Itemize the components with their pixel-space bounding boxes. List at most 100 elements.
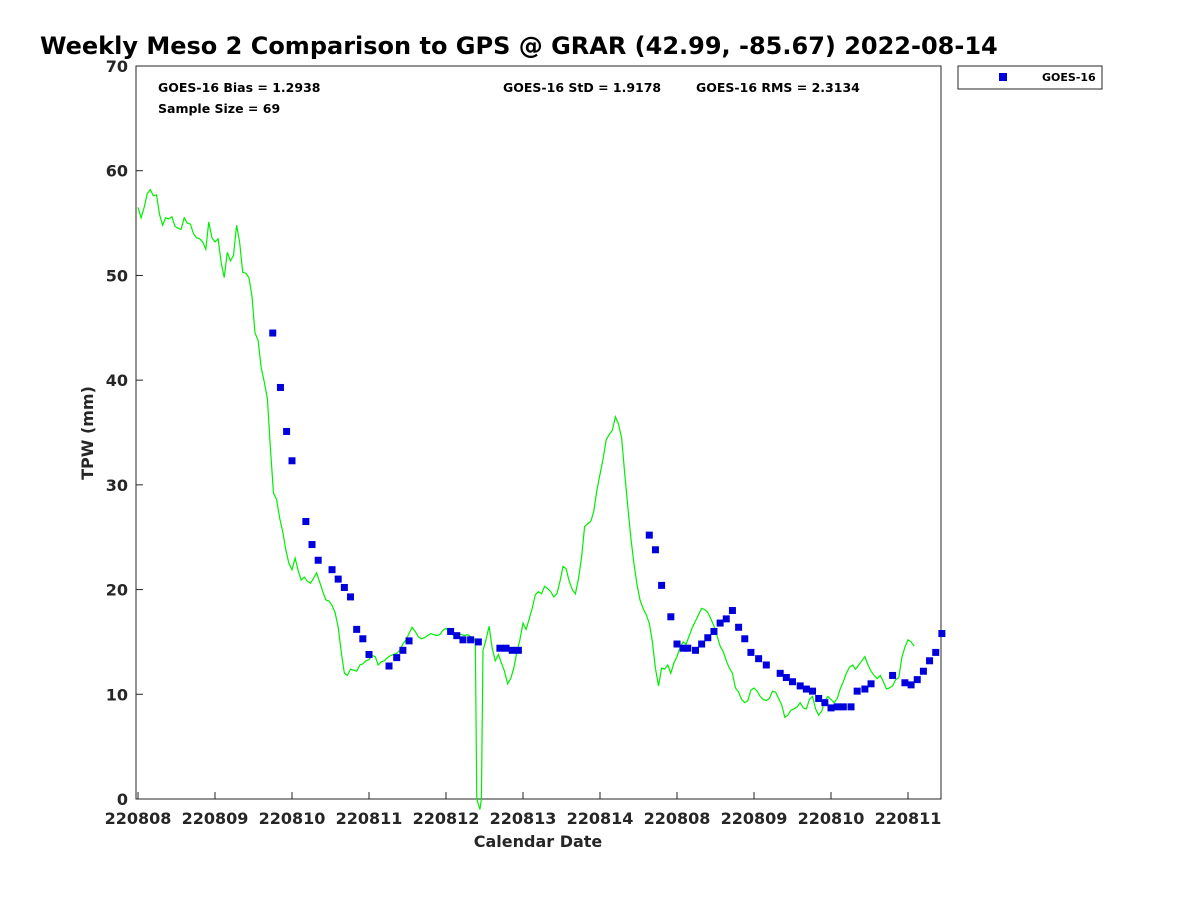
goes16-point bbox=[645, 531, 653, 539]
goes16-point bbox=[938, 630, 946, 638]
goes16-point bbox=[269, 329, 277, 337]
x-tick-label: 220808 bbox=[644, 809, 711, 828]
goes16-point bbox=[728, 607, 736, 615]
goes16-point bbox=[399, 646, 407, 654]
legend-marker bbox=[999, 73, 1007, 81]
goes16-point bbox=[359, 635, 367, 643]
x-ticks: 220808 220809 220810 220811 220812 220813 2208… bbox=[105, 792, 942, 828]
y-axis-label: TPW (mm) bbox=[78, 386, 97, 480]
plot-area: 0 10 20 30 40 50 60 70 220808 220809 220810 220811… bbox=[105, 57, 946, 828]
y-tick-label: 0 bbox=[117, 790, 128, 809]
goes16-point bbox=[796, 682, 804, 690]
goes16-point bbox=[755, 655, 763, 663]
goes16-point bbox=[901, 679, 909, 687]
goes16-point bbox=[667, 613, 675, 621]
goes16-point bbox=[815, 694, 823, 702]
goes16-point bbox=[698, 640, 706, 648]
x-tick-label: 220811 bbox=[875, 809, 942, 828]
x-tick-label: 220811 bbox=[336, 809, 403, 828]
y-tick-label: 40 bbox=[106, 371, 128, 390]
goes16-point bbox=[385, 662, 393, 670]
y-tick-label: 60 bbox=[106, 162, 128, 181]
goes16-point bbox=[802, 685, 810, 693]
goes16-point bbox=[919, 667, 927, 675]
goes16-point bbox=[365, 650, 373, 658]
goes16-point bbox=[932, 648, 940, 656]
x-tick-label: 220814 bbox=[567, 809, 634, 828]
goes16-point bbox=[926, 657, 934, 665]
y-tick-label: 20 bbox=[106, 581, 128, 600]
legend-label-goes16: GOES-16 bbox=[1042, 71, 1096, 84]
goes16-point bbox=[276, 383, 284, 391]
goes16-point bbox=[328, 566, 336, 574]
y-tick-label: 50 bbox=[106, 266, 128, 285]
x-axis-label: Calendar Date bbox=[474, 832, 603, 851]
goes16-point bbox=[283, 427, 291, 435]
goes16-point bbox=[467, 636, 475, 644]
y-tick-label: 70 bbox=[106, 57, 128, 76]
goes16-point bbox=[658, 581, 666, 589]
goes16-point bbox=[847, 703, 855, 711]
goes16-point bbox=[704, 634, 712, 642]
x-tick-label: 220809 bbox=[721, 809, 788, 828]
goes16-point bbox=[353, 625, 361, 633]
y-tick-label: 30 bbox=[106, 476, 128, 495]
goes16-point bbox=[453, 632, 461, 640]
goes16-point bbox=[710, 627, 718, 635]
x-tick-label: 220810 bbox=[259, 809, 326, 828]
goes16-point bbox=[340, 583, 348, 591]
legend-box bbox=[957, 65, 1103, 90]
x-tick-label: 220809 bbox=[182, 809, 249, 828]
sample-size-stat: Sample Size = 69 bbox=[158, 101, 280, 116]
gps-tpw-line bbox=[137, 188, 915, 810]
goes16-point bbox=[474, 638, 482, 646]
goes16-point bbox=[722, 615, 730, 623]
y-tick-label: 10 bbox=[106, 685, 128, 704]
goes16-point bbox=[716, 619, 724, 627]
goes16-point bbox=[782, 674, 790, 682]
goes16-point bbox=[827, 704, 835, 712]
goes16-point bbox=[776, 669, 784, 677]
goes16-point bbox=[913, 676, 921, 684]
goes16-point bbox=[393, 654, 401, 662]
x-tick-label: 220812 bbox=[413, 809, 480, 828]
goes16-point bbox=[861, 685, 869, 693]
goes16-point bbox=[821, 699, 829, 707]
goes16-point bbox=[839, 703, 847, 711]
gps-line-layer bbox=[137, 188, 915, 810]
goes16-point bbox=[867, 680, 875, 688]
chart-title: Weekly Meso 2 Comparison to GPS @ GRAR (… bbox=[40, 32, 998, 60]
goes16-point bbox=[302, 518, 310, 526]
legend: GOES-16 bbox=[957, 65, 1103, 90]
goes16-point bbox=[762, 661, 770, 669]
goes16-point bbox=[741, 635, 749, 643]
goes16-point bbox=[789, 678, 796, 686]
std-stat: GOES-16 StD = 1.9178 bbox=[503, 80, 661, 95]
goes16-point bbox=[673, 640, 681, 648]
goes16-point bbox=[684, 644, 692, 652]
goes16-point bbox=[889, 671, 897, 679]
goes16-point bbox=[334, 575, 342, 583]
goes16-point bbox=[447, 627, 455, 635]
goes16-point bbox=[459, 636, 467, 644]
goes16-point bbox=[514, 646, 522, 654]
goes16-point bbox=[308, 541, 316, 549]
goes16-point bbox=[288, 457, 296, 465]
goes16-point bbox=[508, 646, 516, 654]
goes16-point bbox=[496, 644, 504, 652]
goes16-point bbox=[833, 703, 841, 711]
goes16-point bbox=[747, 648, 755, 656]
goes16-point bbox=[809, 687, 817, 695]
goes16-point bbox=[405, 637, 413, 645]
goes16-point bbox=[347, 593, 355, 601]
plot-frame bbox=[135, 65, 942, 800]
goes16-point bbox=[691, 646, 699, 654]
goes16-points-layer bbox=[269, 329, 946, 712]
y-ticks: 0 10 20 30 40 50 60 70 bbox=[106, 57, 143, 809]
x-tick-label: 220813 bbox=[490, 809, 557, 828]
bias-stat: GOES-16 Bias = 1.2938 bbox=[158, 80, 320, 95]
x-tick-label: 220810 bbox=[798, 809, 865, 828]
rms-stat: GOES-16 RMS = 2.3134 bbox=[696, 80, 860, 95]
goes16-point bbox=[735, 623, 743, 631]
